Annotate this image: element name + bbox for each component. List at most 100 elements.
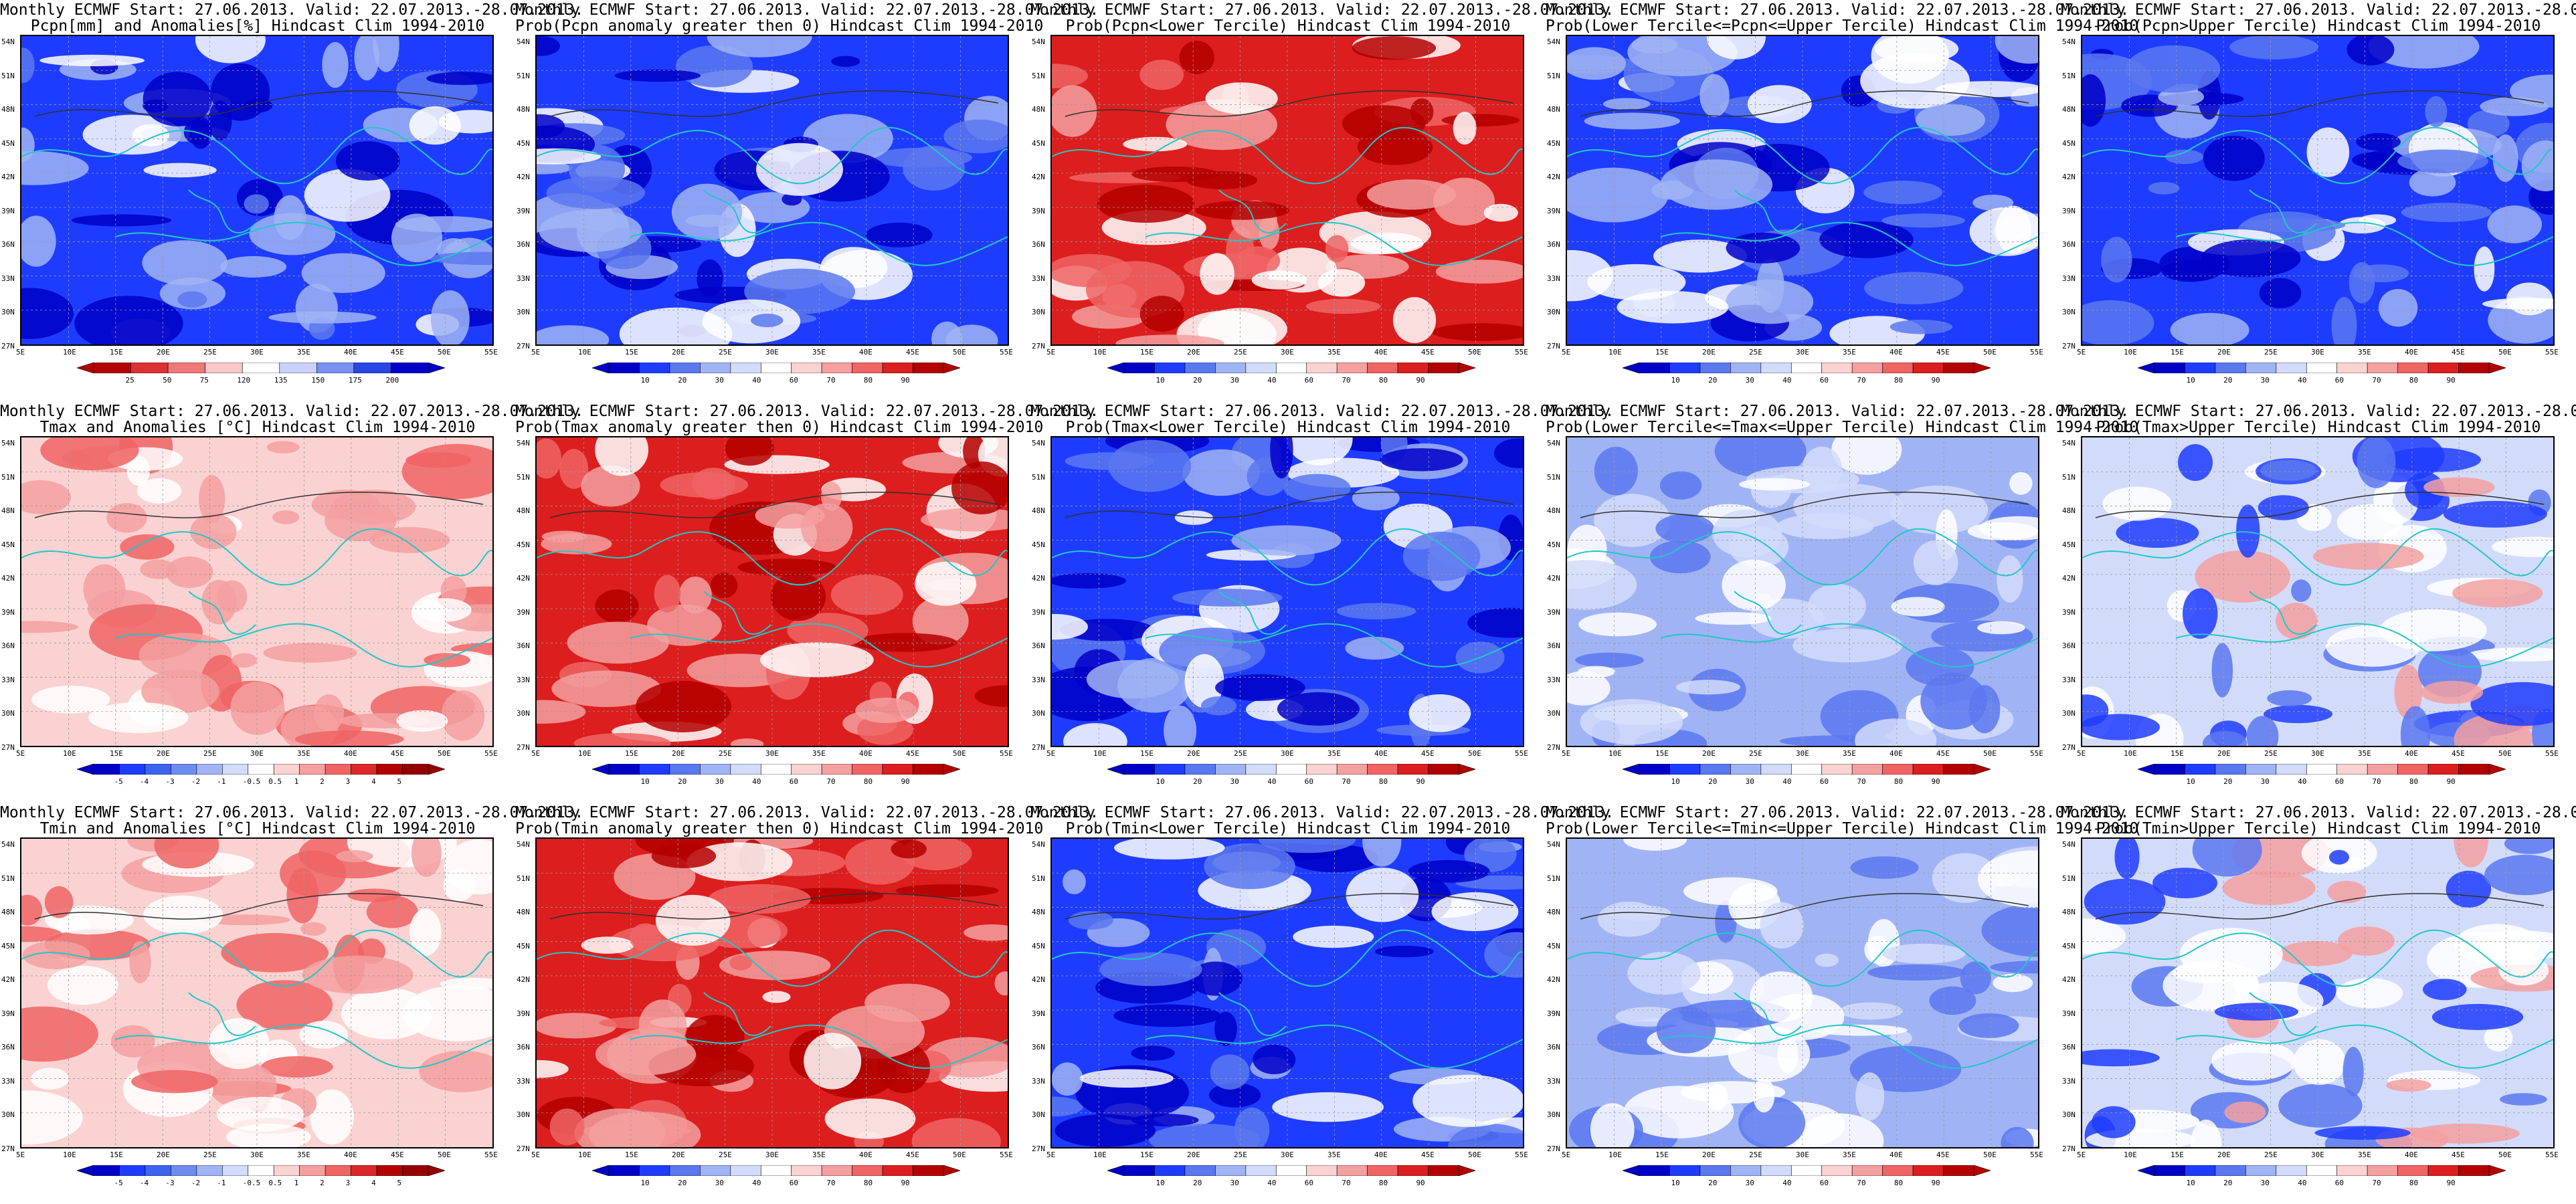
field-patch — [177, 291, 207, 308]
field-patch — [581, 936, 634, 954]
field-patch — [1139, 60, 1184, 90]
colorbar — [592, 363, 960, 373]
colorbar-min-arrow — [1623, 363, 1640, 373]
colorbar-tick-label: 5 — [397, 1179, 402, 1187]
field-patch — [249, 213, 336, 256]
field-patch — [2506, 282, 2553, 316]
colorbar-tick-label: 80 — [1894, 777, 1904, 786]
lon-tick-label: 50E — [2498, 749, 2512, 758]
field-patch — [2195, 550, 2290, 603]
lat-tick-label: 33N — [1032, 274, 1045, 283]
colorbar-tick-label: 10 — [1156, 1179, 1165, 1187]
panel-title-line1: Monthly ECMWF Start: 27.06.2013. Valid: … — [0, 804, 584, 821]
colorbar-segment — [93, 764, 120, 775]
colorbar-tick-label: 60 — [789, 1179, 799, 1187]
field-patch — [1108, 439, 1192, 492]
lat-tick-label: 36N — [1, 641, 15, 651]
colorbar-min-arrow — [77, 1165, 94, 1176]
colorbar-segment — [730, 363, 761, 373]
colorbar-segment — [1306, 1165, 1338, 1176]
lon-tick-label: 10E — [2124, 348, 2137, 357]
panel-title-line2: Prob(Pcpn anomaly greater then 0) Hindca… — [515, 17, 1044, 35]
colorbar-segment — [1184, 764, 1216, 775]
colorbar-max-arrow — [943, 1165, 960, 1176]
lat-tick-label: 39N — [2062, 206, 2076, 215]
colorbar-segment — [1730, 363, 1762, 373]
lon-tick-label: 40E — [1890, 749, 1903, 758]
field-patch — [221, 932, 329, 973]
lat-tick-label: 51N — [517, 71, 530, 80]
colorbar-tick-label: 70 — [826, 1179, 836, 1187]
field-patch — [2092, 1106, 2136, 1138]
field-patch — [1086, 660, 1179, 699]
field-patch — [1819, 221, 1914, 258]
lon-tick-label: 40E — [859, 1150, 872, 1159]
lat-tick-label: 36N — [1547, 240, 1560, 249]
lon-tick-label: 45E — [391, 749, 404, 758]
field-patch — [1753, 1078, 1775, 1113]
colorbar-segment — [273, 764, 300, 775]
colorbar-tick-label: 40 — [1267, 777, 1277, 786]
field-patch — [951, 461, 1008, 514]
field-patch — [943, 119, 1008, 154]
lon-tick-label: 15E — [2171, 348, 2184, 357]
field-patch — [559, 449, 589, 489]
colorbar-tick-label: 70 — [1342, 376, 1351, 385]
lon-tick-label: 25E — [1234, 1150, 1247, 1159]
field-patch — [208, 1018, 270, 1070]
colorbar-tick-label: 20 — [678, 376, 687, 385]
colorbar-segment — [1306, 363, 1338, 373]
colorbar-tick-label: 80 — [1378, 777, 1388, 786]
lon-tick-label: 40E — [1374, 1150, 1388, 1159]
colorbar-max-arrow — [1458, 764, 1475, 775]
field-patch — [2214, 1003, 2298, 1021]
coastline — [1660, 623, 2038, 668]
colorbar-segment — [1943, 764, 1974, 775]
colorbar-tick-label: 20 — [2223, 376, 2233, 385]
colorbar-min-arrow — [77, 764, 94, 775]
field-patch — [710, 573, 738, 599]
lon-tick-label: 10E — [578, 749, 591, 758]
field-patch — [143, 163, 217, 178]
colorbar-tick-label: 20 — [1708, 1179, 1718, 1187]
field-patch — [1968, 685, 2001, 734]
field-patch — [1435, 260, 1523, 284]
field-patch — [1352, 486, 1400, 510]
field-patch — [2356, 132, 2401, 151]
lat-tick-label: 48N — [1, 506, 15, 516]
field-patch — [549, 1108, 585, 1146]
field-patch — [441, 690, 485, 741]
field-patch — [2499, 1093, 2547, 1106]
lat-tick-label: 45N — [1, 138, 15, 148]
colorbar-segment — [2367, 1165, 2398, 1176]
contour-line — [1065, 893, 1514, 920]
contour-line — [34, 893, 484, 920]
lat-tick-label: 30N — [517, 1110, 530, 1120]
field-patch — [1981, 903, 2038, 957]
colorbar-tick-label: 20 — [678, 1179, 687, 1187]
field-patch — [1722, 559, 1786, 611]
colorbar-min-arrow — [1107, 764, 1125, 775]
panel-title-line1: Monthly ECMWF Start: 27.06.2013. Valid: … — [0, 1, 584, 19]
field-patch — [2337, 926, 2395, 956]
field-patch — [299, 1021, 348, 1049]
coastline — [114, 1024, 492, 1069]
colorbar-tick-label: 60 — [789, 376, 799, 385]
colorbar-segment — [1639, 1165, 1670, 1176]
coastline — [188, 189, 256, 233]
field-patch — [1195, 201, 1289, 220]
colorbar-max-arrow — [943, 363, 960, 373]
colorbar-tick-label: 50 — [163, 376, 172, 385]
field-patch — [2178, 444, 2213, 481]
coastline — [703, 189, 771, 233]
colorbar-tick-label: 60 — [2334, 1179, 2344, 1187]
field-patch — [1065, 452, 1154, 470]
lon-tick-label: 40E — [1890, 348, 1903, 357]
colorbar-segment — [2245, 764, 2277, 775]
field-patch — [678, 577, 712, 614]
colorbar-tick-label: 40 — [752, 376, 761, 385]
colorbar-segment — [1184, 1165, 1216, 1176]
field-patch — [143, 72, 212, 126]
colorbar-tick-label: 150 — [311, 376, 325, 385]
lon-tick-label: 25E — [203, 749, 217, 758]
